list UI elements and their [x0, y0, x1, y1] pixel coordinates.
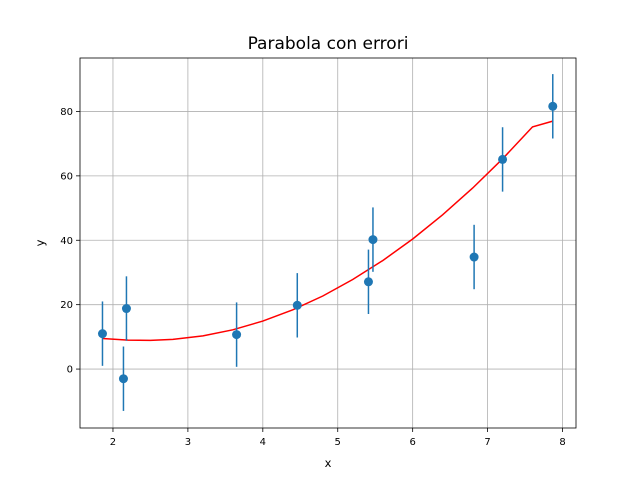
y-tick-label: 80 — [60, 107, 73, 118]
x-axis-label: x — [325, 456, 332, 470]
chart-title: Parabola con errori — [248, 34, 409, 54]
x-tick-label: 3 — [185, 437, 191, 448]
y-tick-label: 60 — [60, 171, 73, 182]
data-point — [118, 374, 128, 384]
x-tick-label: 8 — [559, 437, 565, 448]
y-axis-label: y — [33, 239, 47, 246]
x-tick-label: 2 — [110, 437, 116, 448]
data-point — [292, 300, 302, 310]
data-point — [498, 154, 508, 164]
x-tick-label: 5 — [335, 437, 341, 448]
y-tick-label: 40 — [60, 236, 73, 247]
data-point — [97, 329, 107, 339]
plot-area — [80, 58, 576, 428]
data-point — [121, 304, 131, 314]
axes-border — [79, 57, 577, 429]
data-point — [368, 235, 378, 245]
x-tick-label: 6 — [409, 437, 415, 448]
y-tick-label: 0 — [67, 365, 73, 376]
data-point — [363, 277, 373, 287]
fit-curve-layer — [102, 120, 554, 342]
data-points-layer — [97, 74, 558, 411]
data-point — [548, 101, 558, 111]
y-tick-label: 20 — [60, 300, 73, 311]
x-tick-label: 7 — [484, 437, 490, 448]
x-tick-label: 4 — [260, 437, 266, 448]
data-point — [232, 330, 242, 340]
fit-curve — [102, 120, 554, 342]
data-point — [469, 252, 479, 262]
grid-lines — [80, 58, 576, 428]
axes-frame — [79, 57, 577, 429]
